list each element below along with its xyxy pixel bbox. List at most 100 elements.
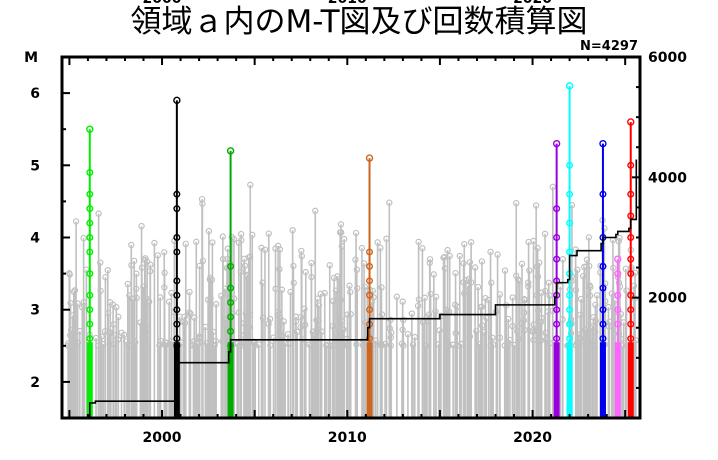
background-event-point — [489, 334, 496, 342]
background-event-point — [274, 242, 282, 250]
background-event-point — [583, 256, 591, 263]
background-event-point — [400, 316, 407, 324]
background-event-point — [524, 279, 532, 286]
background-event-point — [194, 340, 202, 348]
sequence-event-point — [627, 306, 635, 314]
background-event-point — [419, 318, 427, 326]
background-event-point — [572, 342, 580, 349]
sequence-dense-base — [86, 342, 93, 418]
sequence-event-point — [599, 335, 607, 343]
background-event-point — [218, 292, 225, 300]
sequence-event-point — [366, 277, 374, 285]
background-event-point — [146, 268, 154, 275]
background-event-point — [399, 298, 406, 305]
sequence-event-point — [553, 233, 561, 241]
background-event-point — [421, 294, 428, 302]
background-event-point — [487, 248, 494, 256]
background-event-point — [444, 339, 452, 347]
background-event-point — [156, 342, 163, 349]
background-event-point — [577, 311, 584, 318]
background-event-point — [247, 181, 254, 189]
background-event-point — [310, 332, 318, 339]
background-event-point — [432, 293, 440, 301]
background-event-point — [346, 282, 353, 289]
sequence-event-point — [173, 342, 181, 350]
background-event-point — [208, 276, 216, 284]
background-event-point — [126, 292, 133, 299]
background-event-point — [284, 331, 292, 338]
background-event-point — [80, 234, 87, 242]
background-event-point — [605, 323, 613, 330]
background-event-point — [509, 294, 516, 301]
background-event-point — [442, 306, 450, 313]
background-event-point — [329, 322, 337, 330]
background-event-point — [276, 246, 284, 253]
background-event-point — [187, 310, 194, 317]
background-event-point — [298, 247, 305, 255]
background-event-point — [361, 283, 369, 290]
background-event-point — [131, 257, 138, 265]
background-event-point — [151, 239, 158, 247]
background-event-point — [496, 291, 504, 298]
background-event-point — [95, 210, 102, 217]
top-tick-label: 2020 — [513, 0, 552, 7]
background-event-point — [219, 233, 227, 240]
sequence-event-point — [86, 335, 94, 343]
background-event-point — [104, 266, 111, 274]
background-event-point — [616, 234, 623, 242]
background-event-point — [101, 328, 109, 335]
top-tick-label: 2010 — [328, 0, 367, 7]
background-event-point — [182, 240, 189, 248]
sequence-event-point — [566, 291, 574, 299]
bottom-tick-label: 2000 — [143, 430, 182, 446]
sequence-mainshock-point — [627, 118, 635, 126]
background-event-point — [488, 279, 495, 286]
background-event-point — [426, 256, 434, 263]
background-event-point — [161, 269, 168, 277]
background-event-point — [631, 269, 639, 276]
right-tick-label: 4000 — [648, 170, 687, 186]
background-event-point — [587, 283, 594, 291]
background-event-point — [312, 207, 319, 215]
sequence-event-point — [614, 270, 622, 278]
sequence-event-point — [173, 306, 181, 314]
sequence-event-point — [227, 327, 235, 335]
sequence-event-point — [566, 320, 574, 328]
background-event-point — [461, 240, 468, 248]
sequence-event-point — [86, 291, 94, 299]
background-event-point — [289, 226, 296, 234]
sequence-event-point — [553, 255, 561, 263]
sequence-dense-base — [627, 342, 634, 418]
background-event-point — [526, 267, 533, 274]
background-event-point — [186, 288, 193, 296]
background-event-point — [494, 251, 501, 258]
sequence-event-point — [566, 219, 574, 227]
background-event-point — [538, 289, 545, 296]
sequence-dense-base — [566, 342, 573, 418]
sequence-event-point — [627, 270, 635, 278]
background-event-point — [404, 330, 412, 338]
background-event-point — [241, 262, 249, 269]
background-event-point — [374, 239, 381, 246]
sequence-event-point — [366, 306, 374, 314]
background-event-point — [265, 230, 272, 237]
sequence-mainshock-point — [226, 147, 235, 155]
sequence-event-point — [566, 161, 574, 169]
bottom-tick-label: 2020 — [513, 430, 552, 446]
background-event-point — [97, 259, 104, 266]
background-event-point — [585, 262, 593, 270]
background-event-point — [456, 252, 463, 260]
sequence-event-point — [553, 320, 561, 328]
background-event-point — [451, 301, 459, 308]
background-event-point — [228, 233, 236, 241]
sequence-event-point — [227, 284, 235, 292]
background-event-point — [482, 294, 489, 302]
sequence-event-point — [366, 335, 374, 343]
sequence-event-point — [86, 248, 94, 256]
background-event-point — [436, 327, 443, 334]
sequence-event-point — [627, 335, 635, 343]
background-event-point — [512, 272, 520, 280]
left-tick-label: 4 — [30, 231, 40, 247]
sequence-event-point — [173, 205, 181, 213]
background-event-point — [252, 342, 259, 349]
